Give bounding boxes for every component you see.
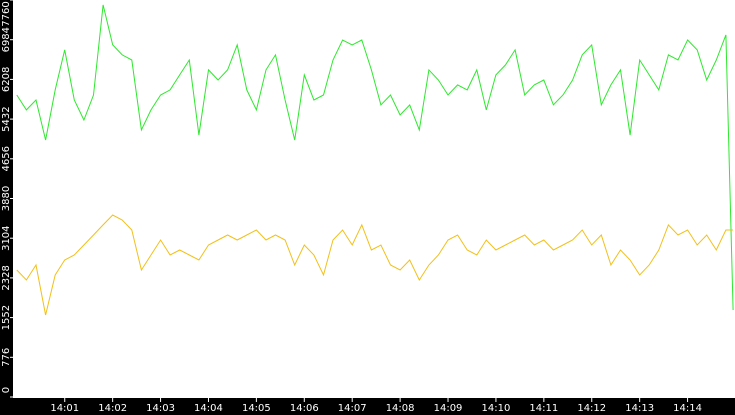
x-tick-label: 14:09 — [434, 403, 463, 414]
x-tick-label: 14:08 — [386, 403, 415, 414]
y-tick-label: 0 — [1, 387, 12, 393]
plot-area — [13, 0, 735, 398]
x-tick-label: 14:01 — [50, 403, 79, 414]
x-tick-label: 14:05 — [242, 403, 271, 414]
y-tick-label: 6208 — [1, 67, 12, 92]
y-tick-label: 4656 — [1, 146, 12, 171]
y-tick-label: 3104 — [1, 225, 12, 250]
x-tick-label: 14:06 — [290, 403, 319, 414]
y-tick-label: 7760 — [1, 1, 12, 26]
series-line — [16, 214, 734, 316]
x-tick-label: 14:14 — [673, 403, 702, 414]
x-tick-label: 14:12 — [577, 403, 606, 414]
x-tick-label: 14:02 — [98, 403, 127, 414]
x-tick-label: 14:13 — [625, 403, 654, 414]
x-tick-label: 14:04 — [194, 403, 223, 414]
y-tick-label: 1552 — [1, 305, 12, 330]
y-tick-label: 776 — [1, 348, 12, 367]
series-line — [16, 4, 734, 311]
y-tick-label: 6984 — [1, 27, 12, 52]
x-tick-label: 14:03 — [146, 403, 175, 414]
y-tick-label: 5432 — [1, 106, 12, 131]
y-tick-label: 2328 — [1, 265, 12, 290]
x-tick-label: 14:10 — [482, 403, 511, 414]
y-tick-label: 3880 — [1, 186, 12, 211]
x-tick-label: 14:07 — [338, 403, 367, 414]
x-tick-label: 14:11 — [529, 403, 558, 414]
